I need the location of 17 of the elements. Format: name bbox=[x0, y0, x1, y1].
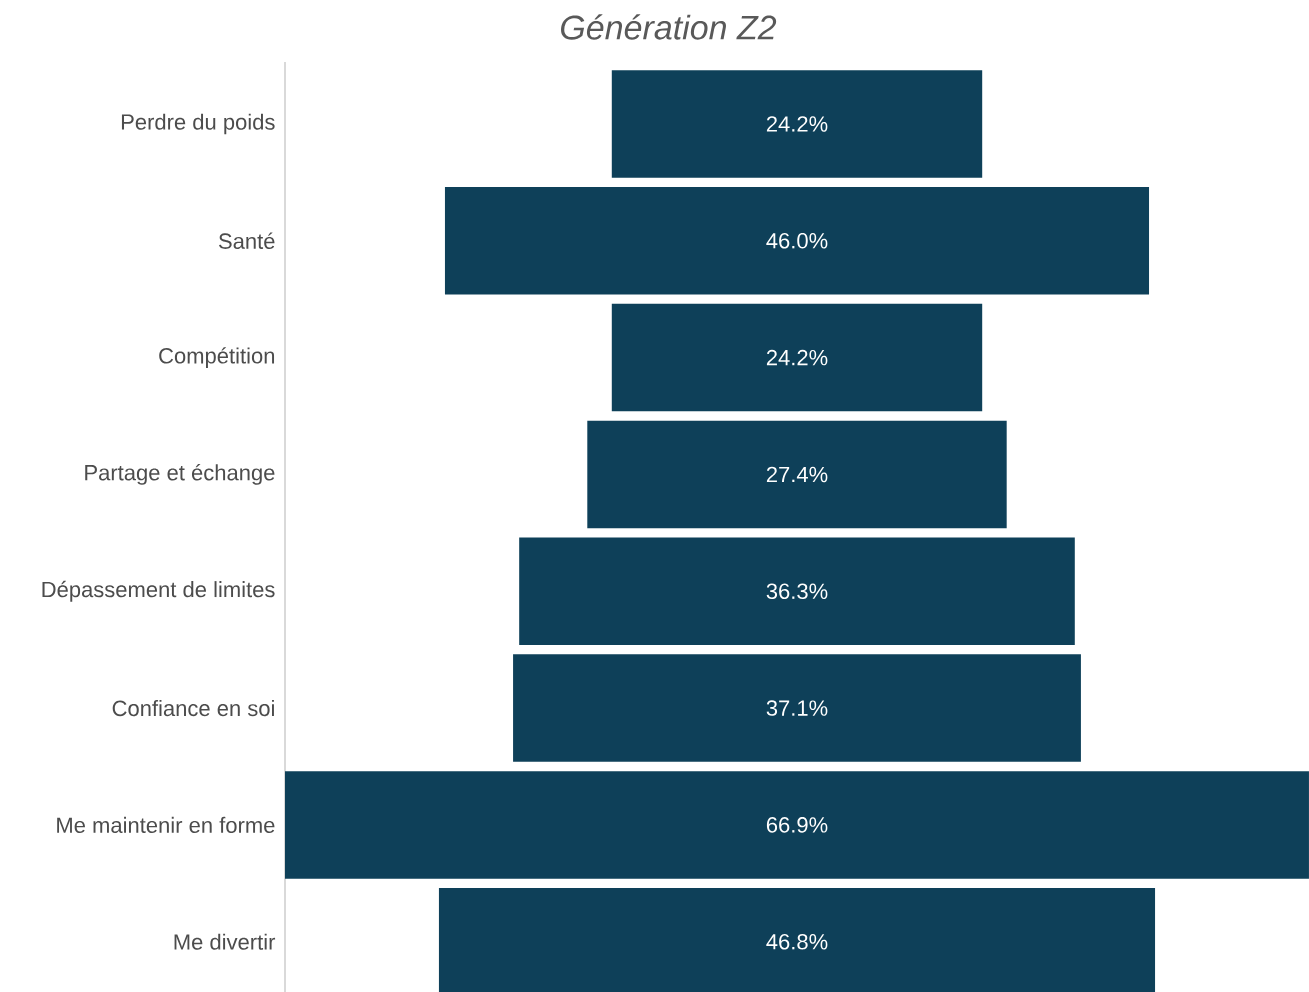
data-label: 46.0% bbox=[766, 232, 828, 249]
category-label: Dépassement de limites bbox=[42, 580, 275, 602]
data-label: 66.9% bbox=[766, 817, 828, 833]
category-label: Confiance en soi bbox=[112, 699, 274, 717]
data-label: 24.2% bbox=[766, 349, 828, 366]
category-label: Perdre du poids bbox=[121, 113, 275, 135]
data-label: 37.1% bbox=[766, 700, 828, 716]
data-label: 27.4% bbox=[766, 466, 828, 483]
data-label: 36.3% bbox=[766, 583, 828, 600]
category-label: Compétition bbox=[159, 347, 275, 368]
category-label: Me maintenir en forme bbox=[57, 816, 275, 833]
text: Génération Z2 bbox=[561, 14, 777, 40]
category-label: Partage et échange bbox=[85, 464, 275, 485]
data-label: 24.2% bbox=[766, 116, 828, 132]
data-label: 46.8% bbox=[766, 933, 828, 950]
category-label: Me divertir bbox=[174, 933, 276, 950]
category-label: Santé bbox=[218, 232, 275, 249]
